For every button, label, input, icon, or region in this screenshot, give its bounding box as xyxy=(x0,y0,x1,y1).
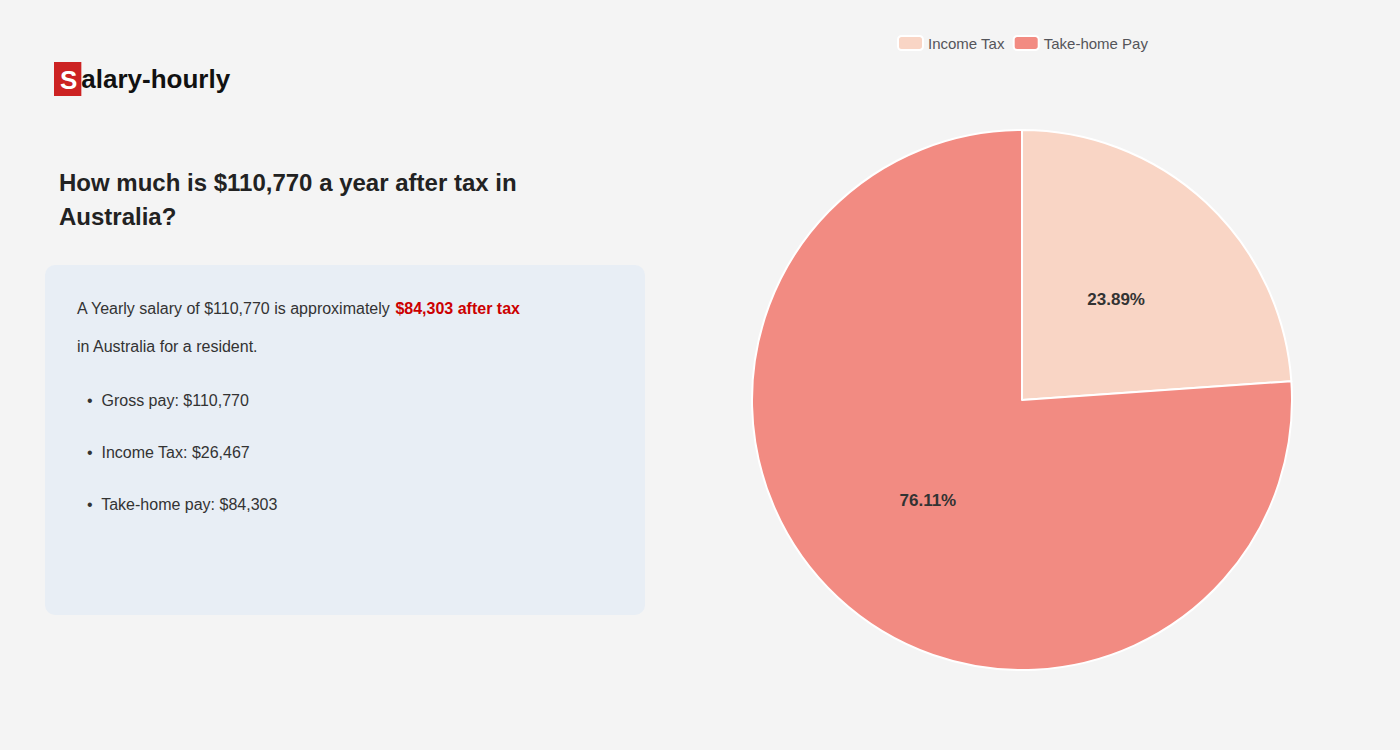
svg-text:alary-hourly: alary-hourly xyxy=(81,64,230,94)
svg-text:• Income Tax: $26,467: • Income Tax: $26,467 xyxy=(87,444,250,461)
svg-text:Income Tax: Income Tax xyxy=(928,35,1005,52)
svg-text:in Australia for a resident.: in Australia for a resident. xyxy=(77,338,258,355)
svg-text:76.11%: 76.11% xyxy=(900,491,957,510)
svg-text:23.89%: 23.89% xyxy=(1087,290,1145,309)
svg-text:How much is $110,770 a year af: How much is $110,770 a year after tax in xyxy=(59,169,517,196)
svg-text:S: S xyxy=(60,65,77,95)
svg-text:A Yearly salary of $110,770 is: A Yearly salary of $110,770 is approxima… xyxy=(77,300,394,317)
svg-text:$84,303 after tax: $84,303 after tax xyxy=(395,300,520,317)
svg-text:Take-home Pay: Take-home Pay xyxy=(1044,35,1149,52)
svg-text:• Gross pay: $110,770: • Gross pay: $110,770 xyxy=(87,392,249,409)
svg-text:Australia?: Australia? xyxy=(59,203,176,230)
svg-text:• Take-home pay: $84,303: • Take-home pay: $84,303 xyxy=(87,496,277,513)
